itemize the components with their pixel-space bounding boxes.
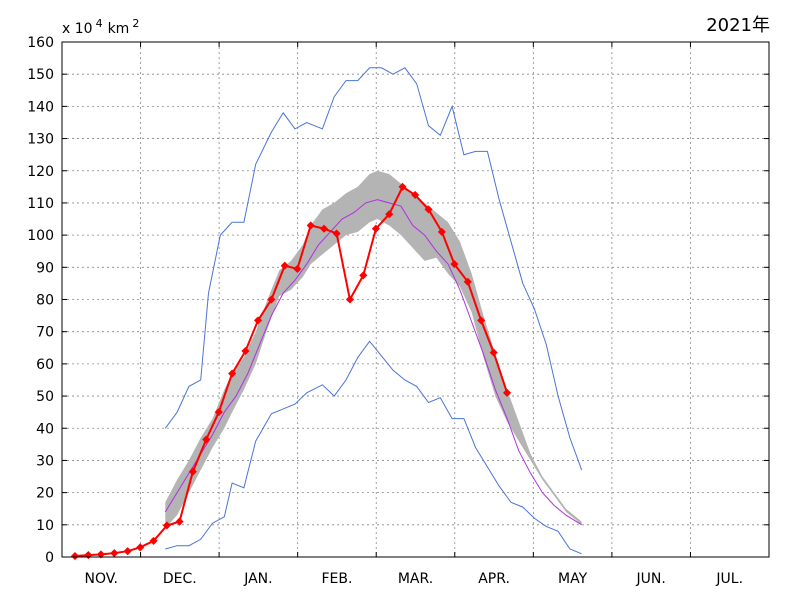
current-point [437, 227, 447, 237]
y-tick-label: 80 [36, 293, 54, 309]
current-point [398, 182, 407, 191]
x-tick-label: MAR. [398, 571, 433, 587]
y-tick-label: 130 [27, 132, 54, 148]
current-point [332, 229, 341, 238]
current-point [424, 205, 433, 214]
current-point [502, 388, 512, 397]
current-point [410, 190, 420, 200]
current-point [306, 221, 315, 230]
current-point [84, 550, 93, 560]
y-tick-label: 150 [27, 67, 54, 83]
current-point [241, 346, 250, 356]
current-point [345, 295, 355, 304]
y-tick-label: 140 [27, 99, 54, 115]
current-point [253, 316, 263, 325]
y-tick-label: 120 [27, 164, 54, 180]
y-tick-label: 40 [36, 421, 54, 437]
current-point [175, 517, 184, 526]
current-point [280, 261, 289, 270]
current-point [267, 295, 276, 304]
x-tick-label: MAY [558, 571, 588, 587]
y-tick-label: 10 [36, 518, 54, 534]
std-band [165, 170, 582, 529]
min-line [165, 340, 582, 555]
current-markers [70, 182, 512, 561]
y-tick-label: 60 [36, 357, 54, 373]
y-tick-label: 160 [27, 35, 54, 51]
y-tick-label: 20 [36, 486, 54, 502]
current-point [476, 316, 486, 325]
y-tick-label: 100 [27, 228, 54, 244]
mean-line [164, 199, 582, 526]
current-point [385, 210, 394, 219]
year-label: 2021年 [706, 15, 770, 36]
y-tick-label: 50 [36, 389, 54, 405]
current-line [74, 185, 509, 557]
current-point [96, 550, 106, 559]
current-point [227, 369, 237, 378]
current-point [110, 548, 119, 558]
y-tick-label: 90 [36, 260, 54, 276]
x-tick-label: APR. [478, 571, 510, 587]
y-tick-label: 110 [27, 196, 54, 212]
grid-lines [62, 42, 769, 557]
current-point [123, 547, 132, 556]
current-point [70, 551, 80, 561]
x-tick-label: JUN. [636, 571, 666, 587]
y-tick-label: 0 [45, 550, 54, 566]
current-point [149, 536, 158, 546]
current-point [359, 271, 368, 280]
x-tick-label: JUL. [715, 571, 743, 587]
x-axis-ticks: NOV. DEC. JAN. FEB. MAR. APR. MAY JUN. JUL. [85, 42, 743, 587]
x-tick-label: FEB. [321, 571, 352, 587]
current-point [202, 435, 211, 444]
current-point [293, 264, 302, 274]
current-point [214, 408, 223, 417]
y-tick-label: 30 [36, 453, 54, 469]
x-tick-label: NOV. [85, 571, 118, 587]
current-point [188, 467, 197, 476]
current-point [371, 224, 381, 233]
current-point [162, 521, 172, 530]
unit-label: x 10 4 km 2 [62, 17, 139, 37]
max-line [164, 67, 583, 471]
y-axis-ticks: 0 10 20 30 40 50 60 70 80 90 100 110 120 130 140 150 160 [27, 35, 769, 566]
current-point [489, 348, 498, 357]
current-point [450, 259, 459, 269]
current-point [319, 224, 329, 233]
current-point [136, 543, 145, 552]
series-lines [74, 67, 583, 557]
current-point [463, 277, 472, 286]
x-tick-label: JAN. [243, 571, 272, 587]
x-tick-label: DEC. [163, 571, 197, 587]
y-tick-label: 70 [36, 325, 54, 341]
std-band-area [165, 170, 582, 529]
